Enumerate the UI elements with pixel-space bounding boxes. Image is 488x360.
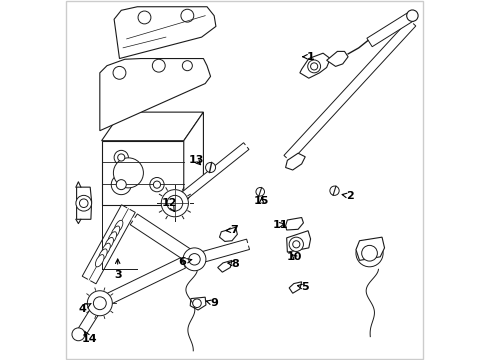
Circle shape (114, 150, 128, 165)
Text: 10: 10 (286, 252, 302, 262)
Circle shape (310, 63, 317, 70)
Ellipse shape (99, 249, 107, 261)
Polygon shape (355, 237, 384, 260)
Text: 13: 13 (188, 156, 203, 165)
Circle shape (118, 154, 124, 161)
Circle shape (182, 61, 192, 71)
Circle shape (113, 158, 143, 188)
Polygon shape (285, 153, 305, 170)
Circle shape (111, 175, 131, 195)
Text: 15: 15 (253, 197, 269, 206)
Circle shape (406, 10, 417, 21)
Circle shape (292, 241, 299, 248)
Polygon shape (77, 187, 91, 219)
Circle shape (138, 11, 151, 24)
Text: 5: 5 (297, 282, 308, 292)
Circle shape (161, 190, 188, 217)
Polygon shape (299, 53, 329, 78)
Polygon shape (78, 301, 104, 334)
Text: 9: 9 (206, 298, 218, 308)
Circle shape (192, 299, 201, 307)
Polygon shape (102, 112, 203, 141)
Polygon shape (114, 7, 216, 59)
Circle shape (307, 60, 320, 73)
Text: 8: 8 (227, 259, 239, 269)
Text: 6: 6 (178, 257, 191, 267)
Circle shape (93, 297, 106, 310)
Circle shape (87, 291, 112, 316)
Text: 14: 14 (81, 331, 97, 344)
Polygon shape (219, 227, 237, 242)
Polygon shape (288, 282, 301, 293)
Circle shape (152, 59, 165, 72)
Ellipse shape (102, 243, 110, 256)
Polygon shape (102, 141, 183, 205)
Circle shape (153, 181, 160, 188)
Circle shape (113, 66, 125, 79)
Circle shape (255, 188, 264, 196)
Circle shape (72, 328, 84, 341)
Ellipse shape (95, 255, 104, 267)
Text: 12: 12 (162, 198, 177, 211)
Text: 7: 7 (225, 225, 237, 235)
Polygon shape (193, 239, 249, 265)
Text: 1: 1 (302, 52, 314, 62)
Text: 11: 11 (272, 220, 287, 230)
Polygon shape (284, 20, 415, 162)
Text: 2: 2 (342, 191, 353, 201)
Circle shape (361, 246, 377, 261)
Polygon shape (172, 143, 248, 207)
Circle shape (181, 9, 193, 22)
Polygon shape (130, 214, 198, 265)
Circle shape (329, 186, 339, 195)
Polygon shape (190, 297, 205, 310)
Ellipse shape (108, 232, 116, 244)
Polygon shape (286, 231, 310, 252)
Circle shape (76, 195, 91, 211)
Text: 3: 3 (114, 259, 121, 280)
Circle shape (205, 162, 215, 172)
Polygon shape (97, 258, 185, 309)
Polygon shape (326, 51, 347, 66)
Ellipse shape (111, 226, 120, 238)
Polygon shape (183, 112, 203, 205)
Circle shape (116, 180, 126, 190)
Circle shape (355, 240, 382, 267)
Ellipse shape (114, 220, 122, 233)
Circle shape (183, 248, 205, 271)
Circle shape (288, 237, 303, 251)
Text: 4: 4 (78, 303, 91, 314)
Circle shape (80, 199, 88, 207)
Polygon shape (82, 205, 135, 284)
Circle shape (149, 177, 164, 192)
Circle shape (166, 195, 183, 211)
Polygon shape (100, 59, 210, 131)
Polygon shape (217, 260, 231, 272)
Polygon shape (285, 217, 303, 230)
Polygon shape (366, 12, 414, 47)
Ellipse shape (104, 238, 113, 250)
Circle shape (188, 253, 200, 265)
